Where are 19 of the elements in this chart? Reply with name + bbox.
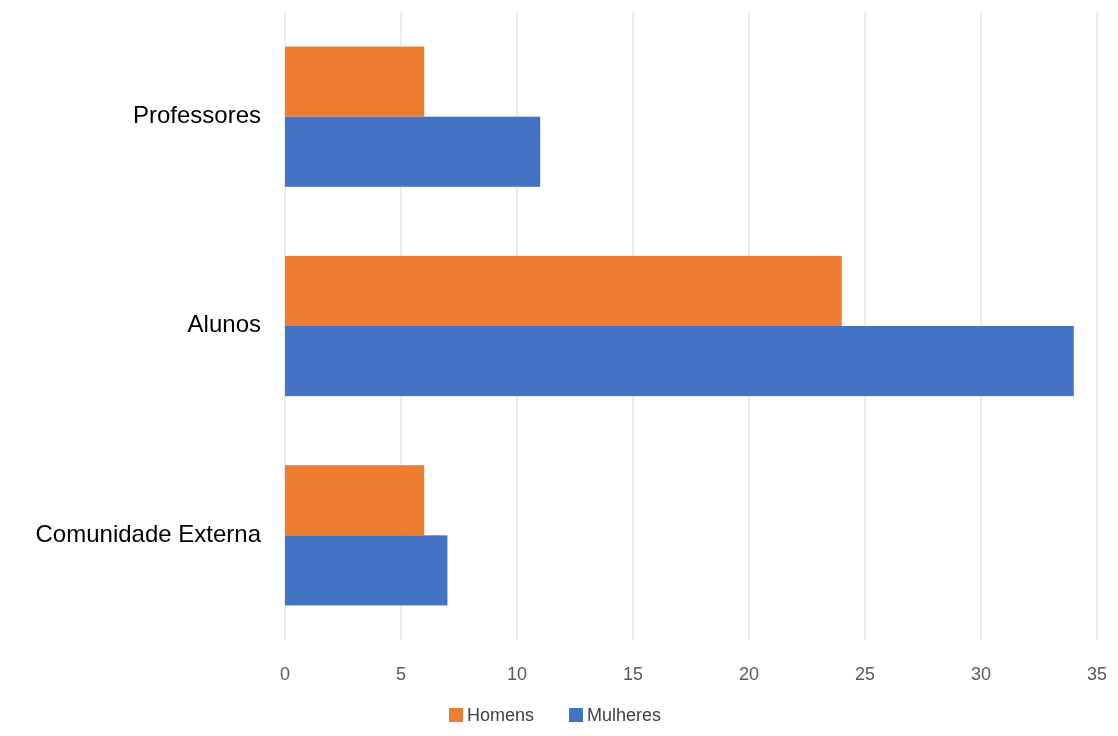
x-tick-label: 0 [279,664,291,684]
x-tick-label: 35 [1086,664,1108,684]
y-tick-label: Professores [132,101,261,129]
bar [285,46,425,117]
legend-label: Homens [467,705,535,725]
y-tick-label: Comunidade Externa [35,519,262,547]
x-tick-label: 5 [395,664,407,684]
x-tick-label: 15 [622,664,644,684]
x-tick-label: 10 [506,664,528,684]
bar [285,255,842,326]
bar [285,465,425,536]
x-tick-label: 20 [738,664,760,684]
x-tick-label: 30 [970,664,992,684]
x-tick-label: 25 [854,664,876,684]
bar [285,116,541,187]
y-tick-label: Alunos [187,310,261,338]
legend-label: Mulheres [587,705,662,725]
bar [285,326,1074,397]
bar [285,535,448,606]
